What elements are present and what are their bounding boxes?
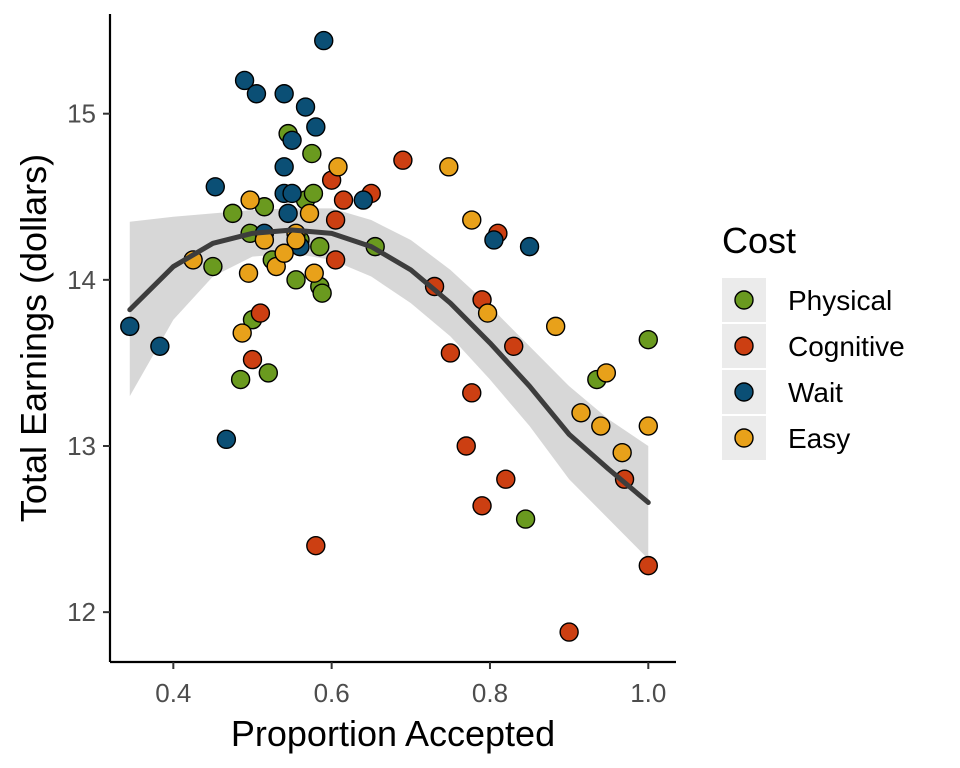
x-tick-label: 1.0 [630, 678, 666, 708]
confidence-band [129, 208, 649, 559]
point-wait [519, 236, 540, 257]
point-physical [515, 509, 536, 529]
point-wait [216, 429, 237, 450]
point-easy [571, 403, 591, 423]
point-physical [203, 256, 223, 277]
x-tick-label: 0.8 [472, 678, 508, 708]
point-cognitive [333, 190, 354, 210]
point-cognitive [504, 336, 524, 357]
point-cognitive [462, 383, 482, 403]
point-wait [353, 190, 374, 210]
legend-marker-easy [734, 428, 754, 448]
point-wait [246, 84, 267, 104]
legend-label-physical: Physical [788, 285, 892, 316]
point-easy [638, 416, 658, 436]
point-cognitive [440, 343, 461, 363]
point-easy [328, 157, 348, 177]
point-cognitive [472, 496, 492, 516]
point-easy [439, 157, 459, 177]
legend-title: Cost [722, 220, 796, 261]
point-cognitive [496, 469, 516, 489]
point-wait [274, 84, 294, 104]
point-wait [274, 157, 294, 177]
fit-line [127, 227, 651, 505]
point-cognitive [325, 250, 346, 270]
legend: Cost Physical Cognitive Wait Easy [722, 220, 905, 460]
point-wait [484, 230, 504, 250]
point-easy [240, 190, 260, 210]
point-wait [282, 183, 302, 204]
point-wait [120, 316, 140, 337]
legend-marker-cognitive [734, 336, 754, 356]
legend-label-easy: Easy [788, 423, 850, 454]
point-easy [477, 303, 498, 323]
point-easy [612, 442, 632, 463]
point-cognitive [325, 210, 346, 230]
point-cognitive [559, 622, 579, 642]
point-physical [286, 270, 306, 290]
point-wait [150, 336, 170, 357]
points-layer [120, 30, 658, 642]
point-easy [545, 316, 566, 337]
point-physical [258, 363, 279, 383]
point-physical [312, 283, 332, 303]
point-wait [306, 117, 326, 137]
x-axis-title: Proportion Accepted [231, 713, 555, 754]
point-easy [462, 210, 482, 230]
y-tick-label: 15 [67, 99, 96, 129]
point-easy [232, 323, 252, 343]
point-easy [596, 363, 617, 383]
x-tick-label: 0.4 [155, 678, 191, 708]
confidence-band-layer [129, 208, 649, 559]
point-easy [238, 263, 259, 283]
y-axis-title: Total Earnings (dollars) [13, 154, 54, 522]
y-tick-label: 12 [67, 597, 96, 627]
point-wait [282, 130, 302, 150]
x-tick-label: 0.6 [314, 678, 350, 708]
point-cognitive [242, 349, 263, 370]
point-physical [638, 329, 658, 350]
point-cognitive [306, 535, 326, 556]
point-cognitive [250, 303, 271, 323]
legend-label-wait: Wait [788, 377, 843, 408]
legend-marker-wait [734, 382, 754, 402]
point-easy [591, 416, 611, 436]
point-wait [314, 30, 334, 51]
point-wait [278, 203, 298, 224]
legend-marker-physical [734, 290, 754, 310]
point-physical [230, 369, 251, 390]
axes-layer: 0.4 0.6 0.8 1.0 12 13 14 15 Proportion Accepted T… [13, 14, 676, 754]
point-physical [302, 143, 322, 164]
point-easy [274, 243, 294, 263]
point-cognitive [393, 150, 413, 170]
legend-label-cognitive: Cognitive [788, 331, 905, 362]
point-cognitive [456, 436, 476, 456]
point-physical [310, 236, 330, 257]
fit-line-layer [127, 227, 651, 505]
point-physical [303, 183, 324, 204]
point-cognitive [638, 555, 658, 576]
point-wait [234, 70, 255, 91]
point-wait [295, 97, 316, 117]
y-tick-label: 13 [67, 431, 96, 461]
point-physical [222, 203, 243, 224]
point-wait [205, 177, 225, 197]
y-tick-label: 14 [67, 265, 96, 295]
point-easy [286, 230, 306, 250]
point-easy [299, 203, 320, 224]
point-easy [304, 263, 324, 283]
